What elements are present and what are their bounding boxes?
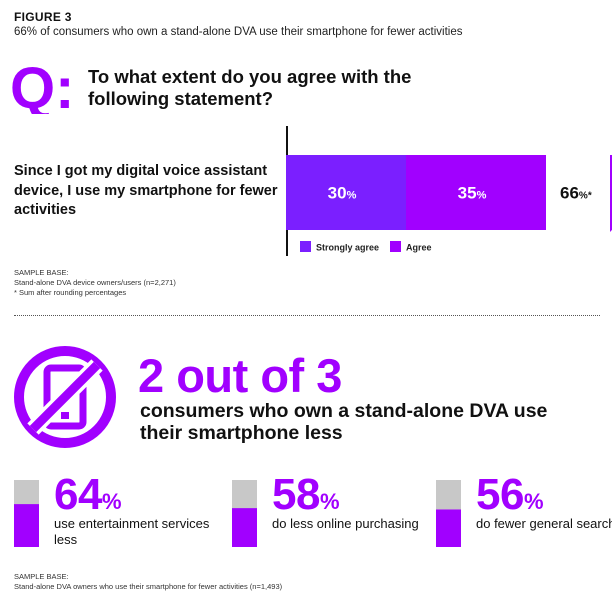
figure-subtitle: 66% of consumers who own a stand-alone D…: [14, 26, 463, 38]
bar-data-label: 30%: [328, 184, 357, 203]
stat-pct: %: [523, 489, 544, 514]
sample-base-label: SAMPLE BASE:: [14, 572, 69, 581]
stat-block-entertainment: 64% use entertainment services less: [14, 472, 209, 558]
q-letter-text: Q:: [10, 58, 74, 114]
stat-bar: [14, 480, 39, 547]
sample-base-text: Stand-alone DVA owners who use their sma…: [14, 582, 283, 591]
stat-value: 56: [476, 470, 524, 519]
stat-bar: [232, 480, 257, 547]
stat-number: 56%: [476, 470, 544, 525]
footnote-text: * Sum after rounding percentages: [14, 288, 127, 297]
no-smartphone-icon: [14, 346, 116, 448]
stat-description: do fewer general searches: [476, 516, 612, 531]
stat-description: use entertainment services less: [54, 516, 210, 547]
stat-value: 58: [272, 470, 320, 519]
sample-base-text: Stand-alone DVA device owners/users (n=2…: [14, 278, 176, 287]
sample-base-note: SAMPLE BASE: Stand-alone DVA device owne…: [14, 268, 176, 298]
headline-subtext: consumers who own a stand-alone DVA use …: [140, 400, 548, 444]
stat-block-purchasing: 58% do less online purchasing: [232, 472, 422, 558]
legend-swatch: [390, 241, 401, 252]
figure-label: FIGURE 3: [14, 10, 72, 24]
bar-data-label: 35%: [458, 184, 487, 203]
q-letter-icon: Q:: [10, 58, 74, 114]
stat-description: do less online purchasing: [272, 516, 419, 531]
stacked-bar-chart: 30% 35% 66%* Strongly agree Agree: [286, 155, 612, 253]
legend-swatch: [300, 241, 311, 252]
stat-bar-fill: [232, 508, 257, 547]
headline-big-stat: 2 out of 3: [138, 349, 342, 402]
stat-value: 64: [54, 470, 102, 519]
bar-segment-strongly-agree: [286, 155, 406, 230]
stat-pct: %: [319, 489, 340, 514]
legend-label: Agree: [406, 243, 432, 253]
total-label: 66%*: [560, 184, 592, 203]
sample-base-label: SAMPLE BASE:: [14, 268, 69, 277]
statement-text: Since I got my digital voice assistant d…: [14, 163, 278, 218]
stat-bar: [436, 480, 461, 547]
bar-segment-agree: [406, 155, 546, 230]
stat-pct: %: [101, 489, 122, 514]
dotted-divider: [14, 315, 600, 316]
stat-bar-fill: [14, 504, 39, 547]
stat-bar-fill: [436, 509, 461, 547]
sample-base-note-2: SAMPLE BASE: Stand-alone DVA owners who …: [14, 572, 282, 592]
legend-label: Strongly agree: [316, 243, 379, 253]
stat-block-searches: 56% do fewer general searches: [436, 472, 612, 558]
stat-number: 64%: [54, 470, 122, 525]
question-text: To what extent do you agree with the fol…: [88, 66, 412, 109]
stat-number: 58%: [272, 470, 340, 525]
